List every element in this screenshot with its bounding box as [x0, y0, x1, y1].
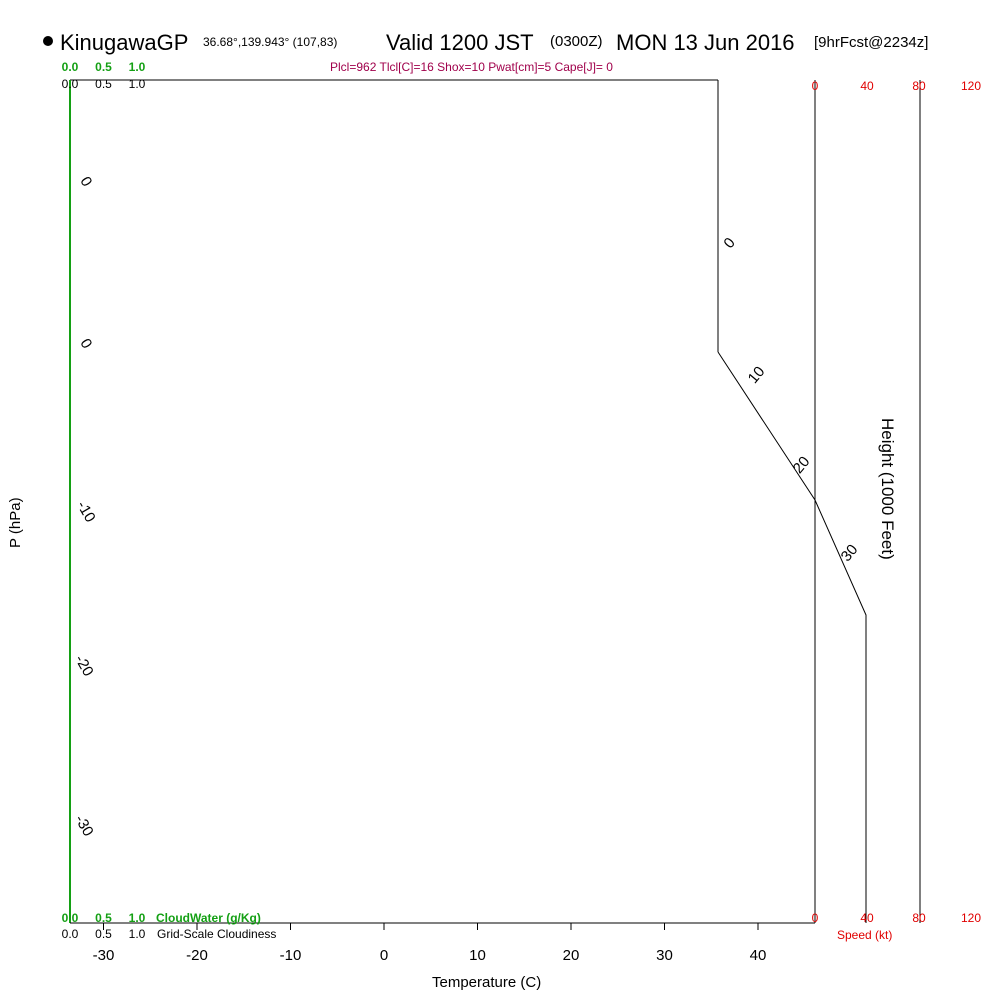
- cloudwater-tick-top: 0.5: [95, 60, 112, 74]
- x-tick-label: -10: [280, 947, 302, 964]
- adiabat-label: 10: [745, 363, 769, 387]
- cloudwater-title: CloudWater (g/Kg): [156, 911, 261, 925]
- speed-tick-bottom: 0: [812, 911, 819, 925]
- cloudiness-tick-bottom: 0.5: [95, 927, 112, 941]
- cloudwater-tick-bottom: 0.0: [62, 911, 79, 925]
- station-name: KinugawaGP: [60, 30, 188, 55]
- isotherm-label: 0: [76, 336, 95, 352]
- station-coords: 36.68°,139.943° (107,83): [203, 35, 337, 49]
- cloudwater-tick-top: 0.0: [62, 60, 79, 74]
- x-tick-label: 40: [750, 947, 767, 964]
- isotherm-label: -20: [71, 652, 97, 679]
- valid-time: Valid 1200 JST: [386, 30, 534, 55]
- height-axis-title: Height (1000 Feet): [878, 418, 897, 560]
- cloudiness-tick-top: 1.0: [129, 77, 146, 91]
- speed-tick-top: 0: [812, 79, 819, 93]
- speed-tick-top: 40: [860, 79, 874, 93]
- cloudwater-tick-bottom: 1.0: [129, 911, 146, 925]
- adiabat-label: 20: [790, 453, 814, 477]
- cloudiness-tick-bottom: 1.0: [129, 927, 146, 941]
- sounding-indices: Plcl=962 Tlcl[C]=16 Shox=10 Pwat[cm]=5 C…: [330, 60, 613, 74]
- frame-right-slant: [717, 351, 867, 923]
- isotherm-label: 0: [76, 174, 95, 190]
- cloudiness-title: Grid-Scale Cloudiness: [157, 927, 276, 941]
- x-tick-label: -30: [93, 947, 115, 964]
- speed-tick-top: 120: [961, 79, 981, 93]
- adiabat-label: 30: [838, 541, 862, 565]
- x-tick-label: 20: [563, 947, 580, 964]
- x-tick-label: 30: [656, 947, 673, 964]
- cloudwater-tick-bottom: 0.5: [95, 911, 112, 925]
- axes: -30-20-100102030402503004005007008501000…: [62, 60, 982, 964]
- plot-frame: [69, 79, 921, 924]
- thermo-grid: 123581220010203000-10-20-30: [71, 174, 862, 840]
- speed-tick-bottom: 120: [961, 911, 981, 925]
- x-axis-title: Temperature (C): [432, 974, 541, 991]
- forecast-init: [9hrFcst@2234z]: [814, 34, 928, 51]
- y-axis-title: P (hPa): [7, 497, 24, 548]
- utc-time: (0300Z): [550, 33, 603, 50]
- x-tick-label: -20: [186, 947, 208, 964]
- speed-tick-bottom: 40: [860, 911, 874, 925]
- forecast-date: MON 13 Jun 2016: [616, 30, 795, 55]
- cloudiness-tick-top: 0.0: [62, 77, 79, 91]
- isotherm-label: -10: [73, 498, 99, 525]
- speed-tick-top: 80: [912, 79, 926, 93]
- station-dot-icon: [43, 36, 53, 46]
- x-tick-label: 10: [469, 947, 486, 964]
- cloudiness-tick-top: 0.5: [95, 77, 112, 91]
- x-tick-label: 0: [380, 947, 388, 964]
- header: KinugawaGP 36.68°,139.943° (107,83) Vali…: [43, 30, 928, 74]
- cloudwater-tick-top: 1.0: [129, 60, 146, 74]
- isotherm-label: -30: [71, 812, 97, 839]
- speed-tick-bottom: 80: [912, 911, 926, 925]
- adiabat-label: 0: [720, 234, 738, 251]
- speed-axis-title: Speed (kt): [837, 928, 892, 942]
- cloudiness-tick-bottom: 0.0: [62, 927, 79, 941]
